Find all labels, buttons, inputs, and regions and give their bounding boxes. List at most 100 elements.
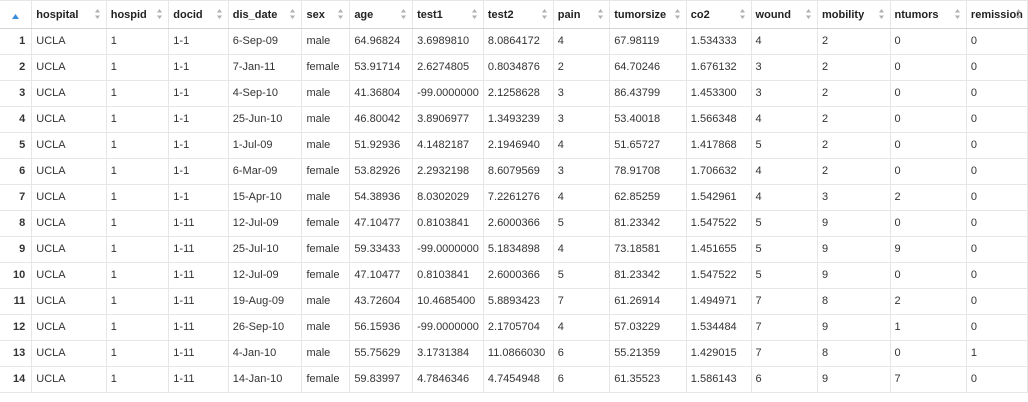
cell-dis-date: 26-Sep-10 <box>228 314 303 341</box>
column-header-co2[interactable]: co2 <box>686 0 752 29</box>
sort-updown-icon[interactable] <box>541 9 547 19</box>
cell-test2: 2.6000366 <box>483 210 554 237</box>
sort-updown-icon[interactable] <box>216 9 222 19</box>
cell-wound: 5 <box>751 132 819 159</box>
column-header-label: co2 <box>690 8 710 21</box>
sort-up-icon[interactable] <box>12 10 20 19</box>
cell-tumorsize: 51.65727 <box>609 132 687 159</box>
cell-hospid: 1 <box>106 210 170 237</box>
cell-ntumors: 0 <box>890 210 967 237</box>
cell-hospital: UCLA <box>31 288 107 315</box>
column-header-ntumors[interactable]: ntumors <box>890 0 967 29</box>
sort-updown-icon[interactable] <box>954 9 960 19</box>
column-header-hospid[interactable]: hospid <box>106 0 170 29</box>
cell-hospital: UCLA <box>31 340 107 367</box>
cell-pain: 4 <box>553 132 611 159</box>
cell-test2: 1.3493239 <box>483 106 554 133</box>
cell-co2: 1.542961 <box>686 184 752 211</box>
cell-ntumors: 2 <box>890 184 967 211</box>
cell-mobility: 9 <box>817 236 891 263</box>
cell-ntumors: 0 <box>890 28 967 55</box>
row-number: 7 <box>0 184 33 211</box>
column-header-test1[interactable]: test1 <box>412 0 484 29</box>
column-header-sex[interactable]: sex <box>301 0 351 29</box>
cell-hospital: UCLA <box>31 106 107 133</box>
corner-header[interactable] <box>0 0 33 29</box>
cell-sex: male <box>301 314 351 341</box>
sort-updown-icon[interactable] <box>471 9 477 19</box>
cell-ntumors: 0 <box>890 80 967 107</box>
cell-hospital: UCLA <box>31 132 107 159</box>
sort-updown-icon[interactable] <box>290 9 296 19</box>
row-number: 6 <box>0 158 33 185</box>
cell-test2: 4.7454948 <box>483 366 554 393</box>
cell-dis-date: 25-Jun-10 <box>228 106 303 133</box>
sort-updown-icon[interactable] <box>94 9 100 19</box>
cell-ntumors: 0 <box>890 106 967 133</box>
cell-dis-date: 1-Jul-09 <box>228 132 303 159</box>
cell-age: 47.10477 <box>349 210 414 237</box>
cell-remission: 0 <box>966 184 1028 211</box>
column-header-hospital[interactable]: hospital <box>31 0 107 29</box>
cell-mobility: 2 <box>817 106 891 133</box>
cell-pain: 3 <box>553 158 611 185</box>
cell-ntumors: 9 <box>890 236 967 263</box>
column-header-wound[interactable]: wound <box>751 0 819 29</box>
cell-tumorsize: 73.18581 <box>609 236 687 263</box>
sort-updown-icon[interactable] <box>598 9 604 19</box>
cell-remission: 0 <box>966 366 1028 393</box>
sort-updown-icon[interactable] <box>1016 9 1021 19</box>
cell-ntumors: 0 <box>890 340 967 367</box>
row-number: 11 <box>0 288 33 315</box>
row-number: 2 <box>0 54 33 81</box>
row-number: 12 <box>0 314 33 341</box>
cell-wound: 5 <box>751 262 819 289</box>
cell-co2: 1.417868 <box>686 132 752 159</box>
cell-age: 56.15936 <box>349 314 414 341</box>
column-header-label: tumorsize <box>614 8 667 21</box>
cell-pain: 4 <box>553 314 611 341</box>
column-header-tumorsize[interactable]: tumorsize <box>609 0 687 29</box>
column-header-mobility[interactable]: mobility <box>817 0 891 29</box>
cell-sex: male <box>301 340 351 367</box>
cell-docid: 1-11 <box>168 340 229 367</box>
cell-tumorsize: 53.40018 <box>609 106 687 133</box>
sort-updown-icon[interactable] <box>806 9 812 19</box>
column-header-dis-date[interactable]: dis_date <box>228 0 303 29</box>
row-number: 9 <box>0 236 33 263</box>
cell-ntumors: 2 <box>890 288 967 315</box>
column-header-age[interactable]: age <box>349 0 414 29</box>
sort-updown-icon[interactable] <box>674 9 680 19</box>
row-number: 10 <box>0 262 33 289</box>
column-header-docid[interactable]: docid <box>168 0 229 29</box>
cell-pain: 6 <box>553 366 611 393</box>
sort-updown-icon[interactable] <box>157 9 163 19</box>
sort-updown-icon[interactable] <box>338 9 344 19</box>
cell-sex: male <box>301 132 351 159</box>
cell-hospid: 1 <box>106 366 170 393</box>
sort-updown-icon[interactable] <box>739 9 745 19</box>
sort-updown-icon[interactable] <box>401 9 407 19</box>
cell-docid: 1-11 <box>168 262 229 289</box>
column-header-pain[interactable]: pain <box>553 0 611 29</box>
column-header-test2[interactable]: test2 <box>483 0 554 29</box>
cell-ntumors: 0 <box>890 54 967 81</box>
column-header-label: wound <box>755 8 791 21</box>
column-header-remission[interactable]: remission <box>966 0 1028 29</box>
table-row: 1 UCLA 1 1-1 6-Sep-09 male 64.96824 3.6989810 8.… <box>0 28 1028 55</box>
cell-age: 59.83997 <box>349 366 414 393</box>
cell-hospital: UCLA <box>31 28 107 55</box>
cell-co2: 1.534484 <box>686 314 752 341</box>
table-row: 7 UCLA 1 1-1 15-Apr-10 male 54.38936 8.0302029 7… <box>0 184 1028 211</box>
cell-hospid: 1 <box>106 314 170 341</box>
cell-ntumors: 0 <box>890 132 967 159</box>
cell-tumorsize: 64.70246 <box>609 54 687 81</box>
cell-test1: 10.4685400 <box>412 288 484 315</box>
sort-updown-icon[interactable] <box>878 9 884 19</box>
cell-mobility: 2 <box>817 158 891 185</box>
cell-co2: 1.547522 <box>686 210 752 237</box>
cell-co2: 1.586143 <box>686 366 752 393</box>
cell-sex: female <box>301 236 351 263</box>
cell-test1: -99.0000000 <box>412 236 484 263</box>
